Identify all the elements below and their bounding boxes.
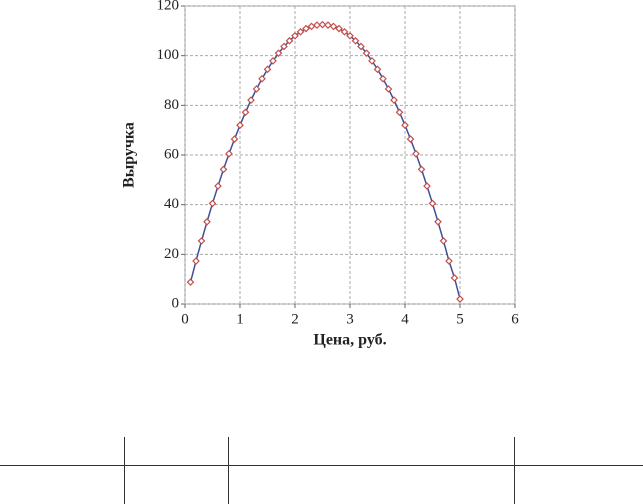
y-tick-label: 0	[172, 295, 180, 311]
point-marker	[197, 237, 206, 245]
y-axis-title: Выручка	[121, 122, 138, 188]
point-marker	[379, 74, 387, 83]
point-marker	[302, 24, 310, 33]
x-tick-label: 2	[291, 311, 299, 327]
point-marker	[296, 27, 305, 36]
point-marker	[434, 217, 442, 226]
point-marker	[439, 237, 448, 245]
point-marker	[269, 57, 277, 65]
point-marker	[423, 182, 431, 190]
x-axis-title: Цена, руб.	[313, 332, 386, 349]
point-marker	[318, 20, 327, 29]
point-marker	[230, 135, 239, 143]
point-marker	[291, 31, 299, 40]
point-marker	[258, 74, 266, 83]
y-tick-label: 80	[164, 97, 179, 113]
point-marker	[384, 85, 393, 93]
point-marker	[368, 57, 376, 65]
point-marker	[324, 21, 332, 29]
point-marker	[412, 149, 420, 158]
x-tick-label: 3	[346, 311, 354, 327]
point-marker	[417, 165, 426, 174]
point-marker	[362, 49, 371, 58]
point-marker	[192, 257, 200, 265]
point-marker	[313, 21, 321, 29]
point-marker	[280, 42, 288, 51]
point-marker	[263, 65, 272, 74]
x-tick-label: 1	[236, 311, 244, 327]
point-marker	[373, 65, 382, 74]
x-tick-label: 5	[456, 311, 464, 327]
point-marker	[357, 42, 365, 51]
point-marker	[351, 36, 360, 45]
point-marker	[214, 182, 222, 190]
point-marker	[208, 199, 217, 208]
point-marker	[285, 36, 294, 45]
y-tick-label: 20	[164, 246, 179, 262]
x-tick-label: 6	[511, 311, 519, 327]
y-tick-label: 40	[164, 196, 179, 212]
point-marker	[340, 27, 349, 36]
point-marker	[274, 49, 283, 58]
point-marker	[186, 278, 195, 286]
table-lines	[0, 437, 643, 504]
point-marker	[203, 217, 211, 226]
point-marker	[450, 274, 459, 282]
point-marker	[247, 96, 255, 104]
y-tick-label: 120	[157, 0, 180, 13]
point-marker	[225, 149, 233, 158]
y-tick-label: 100	[157, 47, 180, 63]
point-marker	[335, 24, 343, 33]
point-marker	[329, 22, 338, 31]
point-marker	[445, 257, 453, 265]
point-marker	[390, 96, 398, 104]
x-tick-label: 4	[401, 311, 409, 327]
point-marker	[401, 121, 409, 130]
point-marker	[428, 199, 437, 208]
y-tick-label: 60	[164, 146, 179, 162]
point-marker	[395, 108, 404, 117]
point-marker	[219, 165, 228, 174]
x-tick-label: 0	[181, 311, 189, 327]
point-marker	[241, 108, 250, 117]
point-marker	[406, 135, 415, 143]
point-marker	[346, 31, 354, 40]
point-marker	[456, 295, 464, 303]
point-marker	[252, 85, 261, 93]
point-marker	[236, 121, 244, 130]
